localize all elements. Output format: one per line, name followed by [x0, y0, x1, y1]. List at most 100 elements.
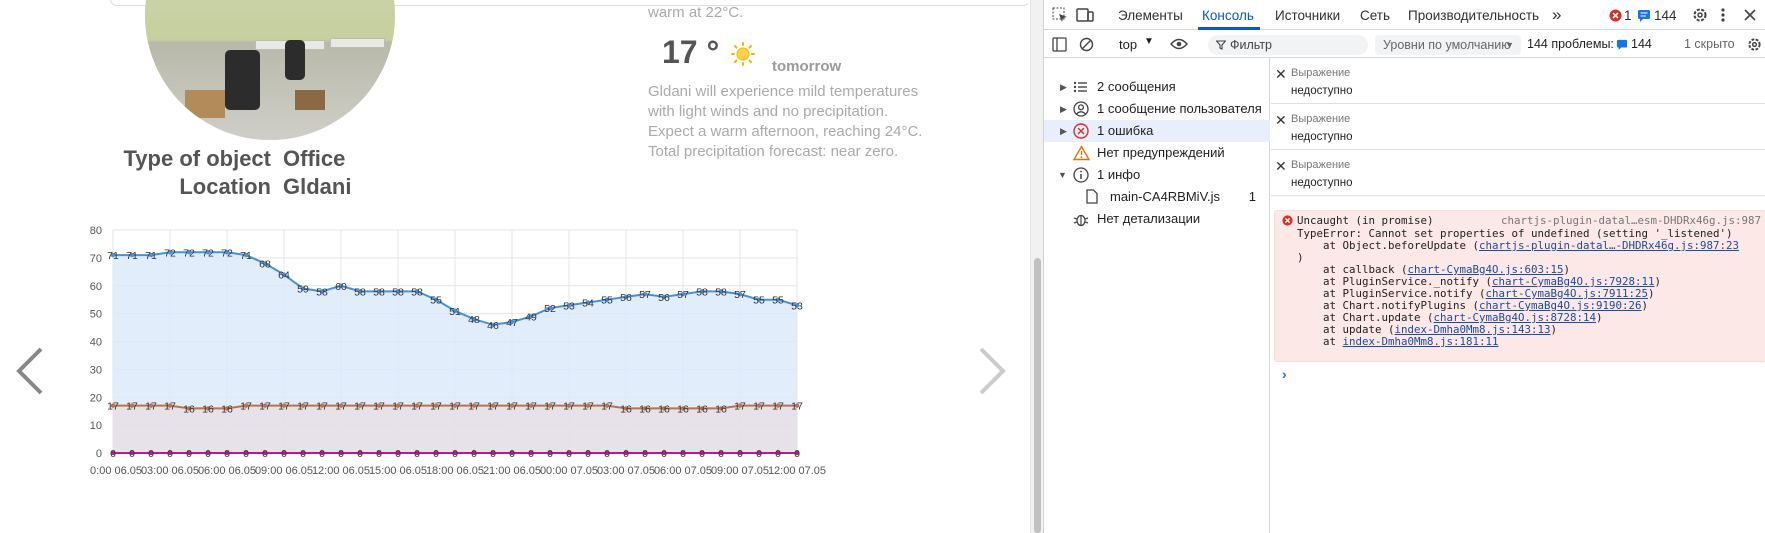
- sidebar-toggle-icon[interactable]: [1052, 37, 1067, 52]
- data-point: [794, 303, 800, 308]
- page-scrollbar[interactable]: [1030, 0, 1043, 533]
- data-point: [319, 403, 325, 408]
- log-levels-label: Уровни по умолчанию: [1383, 38, 1511, 52]
- data-point: [338, 450, 344, 456]
- more-tabs-button[interactable]: »: [1552, 5, 1562, 24]
- tab-network[interactable]: Сеть: [1360, 8, 1391, 23]
- stack-frame-link[interactable]: chart-CymaBg4O.js:603:15: [1407, 263, 1564, 276]
- sidebar-item-warnings[interactable]: Нет предупреждений: [1044, 142, 1270, 164]
- remove-expression-icon[interactable]: ✕: [1275, 112, 1287, 128]
- stack-frame-text: ): [1596, 311, 1603, 324]
- data-point: [585, 300, 591, 305]
- chevron-right-icon[interactable]: ▶: [1060, 126, 1067, 136]
- stack-frame-link[interactable]: chart-CymaBg4O.js:8728:14: [1433, 311, 1597, 324]
- data-point: [680, 291, 686, 297]
- live-expression: ✕ Выражение недоступно: [1271, 104, 1765, 150]
- data-label: 17: [582, 401, 594, 413]
- expression-label[interactable]: Выражение: [1291, 67, 1351, 79]
- clear-console-icon[interactable]: [1079, 37, 1094, 52]
- context-selector[interactable]: top: [1119, 37, 1138, 52]
- issues-message-icon[interactable]: [1616, 39, 1628, 50]
- data-label: 0: [585, 448, 591, 460]
- data-label: 16: [696, 403, 708, 415]
- data-label: 17: [392, 401, 404, 413]
- inspect-icon[interactable]: [1052, 7, 1068, 23]
- sidebar-item-file[interactable]: main-CA4RBMiV.js 1: [1044, 186, 1270, 208]
- sidebar-item-info[interactable]: ▼ 1 инфо: [1044, 164, 1270, 186]
- data-label: 17: [487, 401, 499, 413]
- y-tick-label: 0: [96, 448, 102, 460]
- sidebar-item-user-messages[interactable]: ▶ 1 сообщение пользователя: [1044, 98, 1270, 120]
- message-count[interactable]: 144: [1654, 8, 1677, 23]
- chevron-down-icon[interactable]: ▼: [1144, 36, 1154, 47]
- data-point: [661, 406, 667, 411]
- eye-icon[interactable]: [1170, 38, 1188, 50]
- list-icon: [1073, 81, 1087, 93]
- chevron-left-icon[interactable]: [13, 345, 47, 397]
- data-point: [585, 403, 591, 408]
- error-source-link[interactable]: chartjs-plugin-datal…esm-DHDRx46g.js:987: [1500, 214, 1761, 227]
- data-label: 0: [186, 448, 192, 460]
- error-badge-icon[interactable]: [1609, 9, 1622, 22]
- data-label: 17: [734, 401, 746, 413]
- search-bar[interactable]: [110, 0, 1028, 6]
- data-label: 0: [433, 448, 439, 460]
- chevron-right-icon[interactable]: ▶: [1060, 104, 1067, 114]
- forecast-day: tomorrow: [772, 58, 842, 75]
- x-tick-label: 12:00 06.05: [312, 465, 370, 477]
- issues-label[interactable]: 144 проблемы:: [1527, 37, 1614, 51]
- data-label: 58: [392, 286, 404, 298]
- data-label: 0: [224, 448, 230, 460]
- data-label: 17: [506, 401, 518, 413]
- remove-expression-icon[interactable]: ✕: [1275, 66, 1287, 82]
- stack-frame-link[interactable]: chartjs-plugin-datal…-DHDRx46g.js:987:23: [1479, 239, 1740, 252]
- sidebar-item-verbose[interactable]: Нет детализации: [1044, 208, 1270, 230]
- data-label: 0: [243, 448, 249, 460]
- data-label: 0: [262, 448, 268, 460]
- console-settings-icon[interactable]: [1747, 37, 1762, 52]
- stack-frame: at callback (chart-CymaBg4O.js:603:15): [1297, 263, 1570, 276]
- tab-sources[interactable]: Источники: [1275, 8, 1341, 23]
- issues-count[interactable]: 144: [1631, 37, 1652, 51]
- more-menu-icon[interactable]: [1720, 7, 1726, 23]
- stack-frame-text: at callback (: [1297, 263, 1408, 276]
- stack-frame-link[interactable]: chart-CymaBg4O.js:9190:26: [1479, 299, 1642, 312]
- expression-value: недоступно: [1291, 131, 1353, 143]
- sidebar-item-errors[interactable]: ▶ 1 ошибка: [1044, 120, 1270, 142]
- log-levels-dropdown[interactable]: Уровни по умолчанию ▼: [1375, 35, 1521, 55]
- stack-frame-link[interactable]: index-Dmha0Mm8.js:143:13: [1394, 323, 1551, 336]
- data-point: [661, 294, 667, 300]
- data-label: 17: [544, 401, 556, 413]
- stack-frame-link[interactable]: chart-CymaBg4O.js:7928:11: [1492, 275, 1655, 288]
- error-count[interactable]: 1: [1624, 8, 1632, 23]
- tab-performance[interactable]: Производительность: [1408, 8, 1540, 23]
- live-expression: ✕ Выражение недоступно: [1271, 58, 1765, 104]
- expression-label[interactable]: Выражение: [1291, 159, 1351, 171]
- stack-frame-link[interactable]: index-Dmha0Mm8.js:181:11: [1342, 335, 1499, 348]
- stack-frame-link[interactable]: chart-CymaBg4O.js:7911:25: [1485, 287, 1649, 300]
- data-point: [414, 289, 420, 294]
- data-point: [566, 403, 572, 408]
- stack-frame-text: ): [1563, 263, 1571, 276]
- data-point: [262, 261, 268, 266]
- chevron-down-icon[interactable]: ▼: [1058, 170, 1067, 180]
- data-label: 71: [240, 250, 252, 262]
- chevron-right-icon[interactable]: ▶: [1060, 82, 1067, 92]
- data-point: [509, 319, 515, 325]
- remove-expression-icon[interactable]: ✕: [1275, 158, 1287, 174]
- scrollbar-thumb[interactable]: [1034, 258, 1041, 533]
- message-badge-icon[interactable]: [1637, 9, 1651, 22]
- expression-label[interactable]: Выражение: [1291, 113, 1351, 125]
- gear-icon[interactable]: [1692, 7, 1708, 23]
- tab-console[interactable]: Консоль: [1202, 8, 1254, 23]
- chevron-right-icon[interactable]: [975, 345, 1009, 397]
- error-message[interactable]: Uncaught (in promise) chartjs-plugin-dat…: [1274, 210, 1765, 362]
- device-toolbar-icon[interactable]: [1076, 7, 1094, 23]
- data-point: [452, 403, 458, 408]
- filter-input[interactable]: Фильтр: [1208, 35, 1368, 55]
- tab-elements[interactable]: Элементы: [1118, 8, 1183, 23]
- data-point: [737, 403, 743, 408]
- console-prompt[interactable]: ›: [1282, 366, 1287, 382]
- close-icon[interactable]: [1744, 9, 1756, 21]
- sidebar-item-messages[interactable]: ▶ 2 сообщения: [1044, 76, 1270, 98]
